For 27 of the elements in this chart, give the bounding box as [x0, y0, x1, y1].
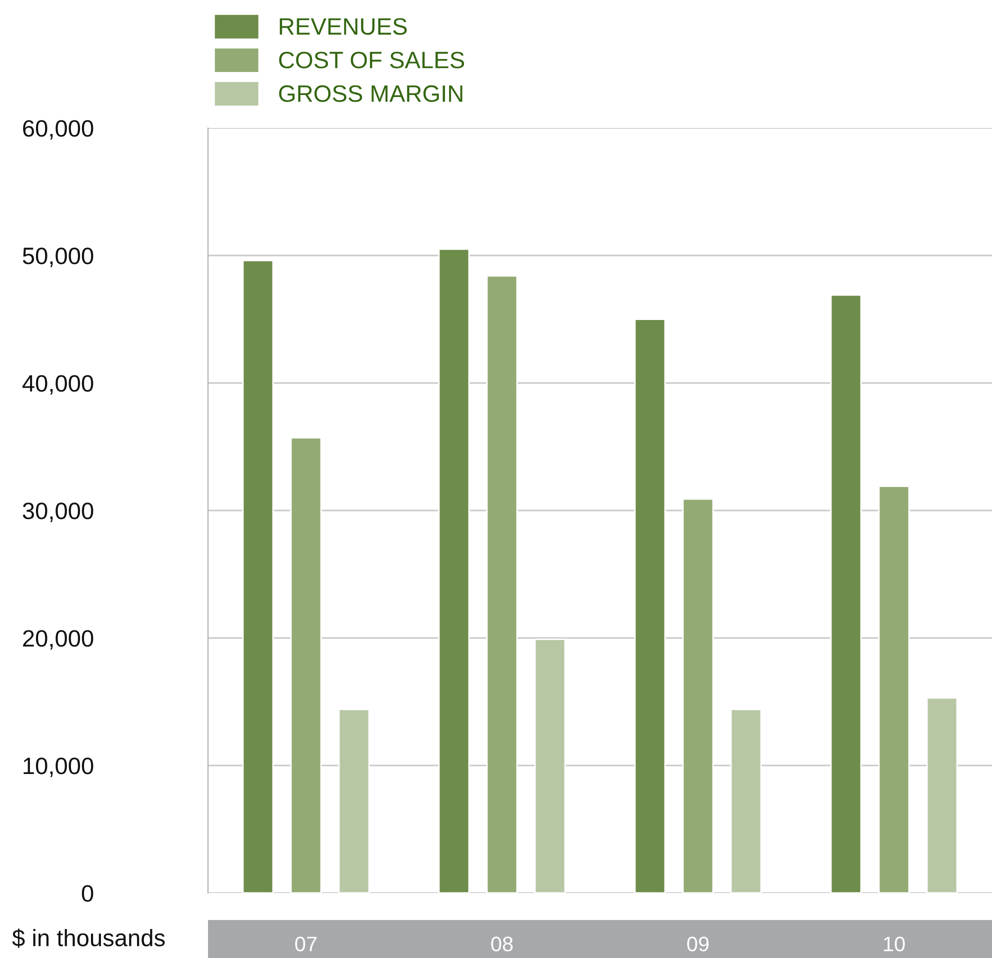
bar	[830, 294, 862, 893]
y-tick-label: 60,000	[23, 120, 94, 140]
y-tick-label: 40,000	[22, 375, 94, 395]
bar	[730, 708, 762, 893]
y-tick-label: 0	[82, 885, 94, 902]
bar	[534, 638, 566, 893]
legend-label: GROSS MARGIN	[279, 85, 462, 102]
bar	[634, 318, 666, 893]
y-tick-label: 30,000	[22, 502, 94, 522]
legend-label: REVENUES	[280, 18, 407, 35]
y-tick-label: 50,000	[22, 248, 94, 268]
x-tick-label: 10	[884, 936, 905, 952]
bar	[438, 248, 470, 893]
bar	[878, 486, 910, 893]
y-tick-label: 10,000	[24, 758, 94, 778]
x-tick-label: 07	[295, 936, 317, 952]
x-tick-label: 09	[687, 936, 709, 952]
bar	[926, 697, 958, 893]
x-tick-label: 08	[491, 936, 513, 952]
bar	[242, 260, 274, 893]
bar	[486, 275, 518, 893]
x-axis-title: $ in thousands	[12, 928, 165, 948]
y-tick-label: 20,000	[23, 630, 94, 650]
bar	[290, 437, 322, 893]
legend-label: COST OF SALES	[279, 52, 464, 68]
bar	[682, 498, 714, 893]
bar	[338, 708, 370, 893]
